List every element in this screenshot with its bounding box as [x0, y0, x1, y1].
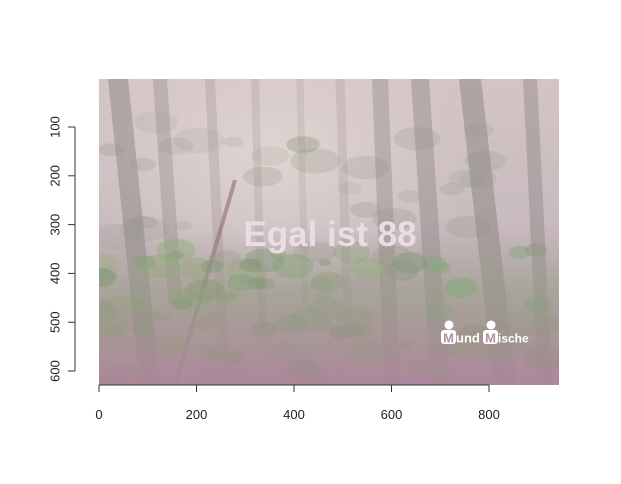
- logo-person-icon: [444, 320, 454, 330]
- logo-person-icon: [486, 320, 496, 330]
- y-tick-label: 200: [48, 165, 63, 187]
- y-axis: 100 200 300 400 500 600: [48, 116, 76, 382]
- overlay-text: Egal ist 88: [243, 215, 416, 254]
- svg-text:M: M: [443, 331, 454, 346]
- x-tick-label: 600: [381, 407, 403, 422]
- x-tick-label: 800: [478, 407, 500, 422]
- x-tick-label: 200: [186, 407, 208, 422]
- forest-photo: Egal ist 88 M und M ische: [99, 79, 559, 385]
- y-tick-label: 600: [48, 360, 63, 382]
- y-tick-label: 300: [48, 214, 63, 236]
- x-axis: 0 200 400 600 800: [95, 384, 500, 422]
- svg-text:und: und: [456, 331, 480, 346]
- x-tick-label: 0: [95, 407, 102, 422]
- y-tick-label: 100: [48, 116, 63, 138]
- mundmische-logo: M und M ische: [441, 320, 529, 346]
- y-tick-label: 500: [48, 311, 63, 333]
- x-tick-label: 400: [283, 407, 305, 422]
- svg-text:ische: ische: [498, 332, 529, 346]
- svg-text:M: M: [485, 331, 496, 346]
- y-tick-label: 400: [48, 263, 63, 285]
